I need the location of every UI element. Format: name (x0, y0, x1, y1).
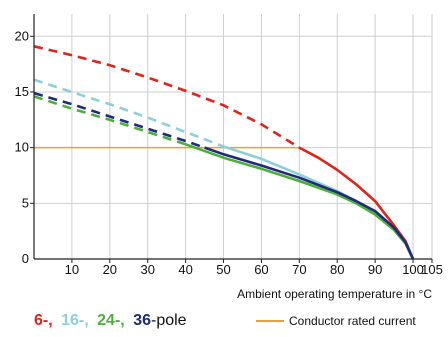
rated-current-legend-label: Conductor rated current (289, 314, 416, 328)
pole-legend: 6-, 16-, 24-, 36-pole (34, 312, 187, 329)
x-tick-label-5: 60 (254, 262, 268, 277)
x-tick-label-3: 40 (178, 262, 192, 277)
y-tick-label-zero: 0 (22, 251, 29, 266)
axis-layer (30, 14, 433, 263)
series-36-pole-solid (204, 146, 415, 260)
series-6-pole-dashed (33, 45, 300, 149)
x-tick-label-4: 50 (216, 262, 230, 277)
x-tick-label-0: 10 (65, 262, 79, 277)
x-tick-label-8: 90 (368, 262, 382, 277)
rated-current-legend: Conductor rated current (256, 314, 416, 328)
x-tick-label-2: 30 (140, 262, 154, 277)
legend-6-pole: 6-, (34, 312, 53, 329)
y-tick-label-3: 20 (15, 28, 29, 43)
legend-pole-suffix: -pole (151, 312, 187, 329)
series-16-pole-dashed (33, 78, 224, 148)
legend-36-pole: 36 (133, 312, 151, 329)
y-tick-label-1: 10 (15, 140, 29, 155)
series-layer (33, 45, 415, 260)
y-tick-label-0: 5 (22, 195, 29, 210)
x-tick-label-10: 105 (421, 262, 443, 277)
x-tick-label-9: 100 (402, 262, 424, 277)
x-axis-label: Ambient operating temperature in °C (237, 287, 432, 301)
y-tick-label-2: 15 (15, 84, 29, 99)
pole-legend-text: 6-, 16-, 24-, 36-pole (34, 312, 187, 329)
series-24-dashed (33, 95, 187, 146)
x-tick-label-1: 20 (103, 262, 117, 277)
grid-layer (34, 14, 433, 259)
series-36-pole-dashed (33, 91, 206, 149)
x-tick-label-7: 80 (330, 262, 344, 277)
legend-24-pole: 24-, (97, 312, 125, 329)
x-tick-label-6: 70 (292, 262, 306, 277)
legend-16-pole: 16-, (61, 312, 89, 329)
